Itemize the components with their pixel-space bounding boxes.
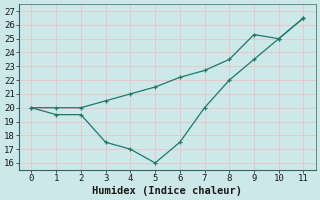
X-axis label: Humidex (Indice chaleur): Humidex (Indice chaleur) — [92, 186, 243, 196]
